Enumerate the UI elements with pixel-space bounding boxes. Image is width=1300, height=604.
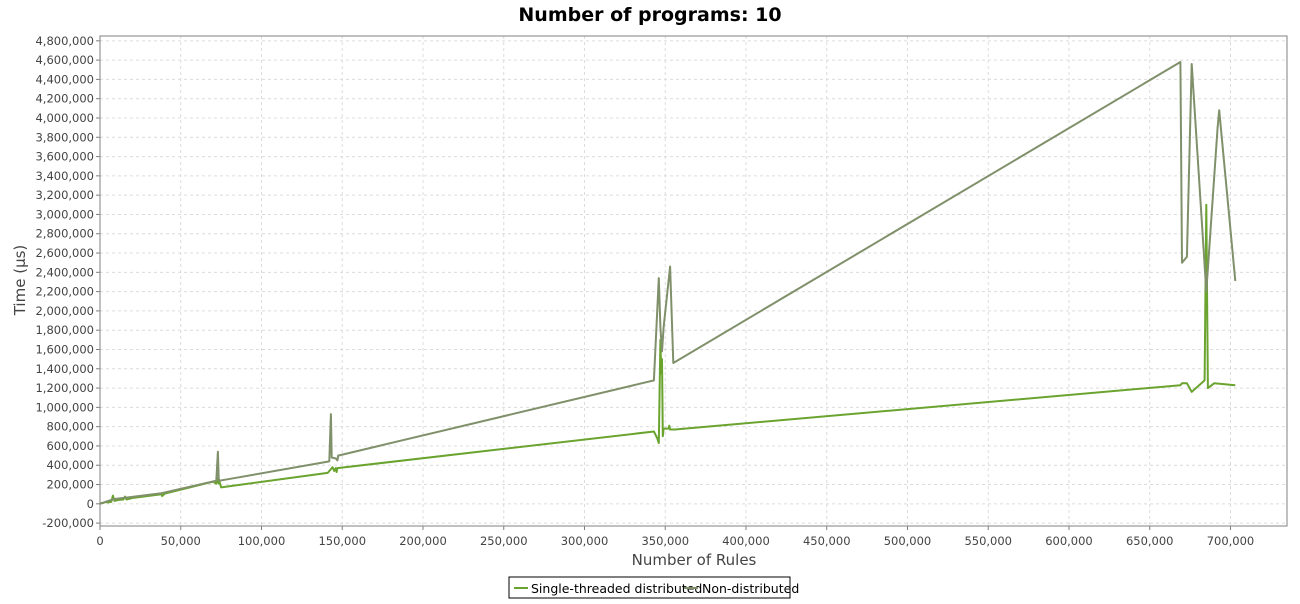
x-tick-label: 250,000 [480,534,528,548]
x-tick-label: 50,000 [161,534,201,548]
legend-box [508,576,791,599]
y-tick-label: -200,000 [42,516,94,530]
y-tick-label: 3,000,000 [35,207,94,221]
x-tick-label: 700,000 [1207,534,1255,548]
y-tick-label: 3,800,000 [35,130,94,144]
legend: Single-threaded distributed Non-distribu… [508,576,799,599]
x-tick-label: 450,000 [803,534,851,548]
y-tick-label: 4,600,000 [35,53,94,67]
x-tick-label: 550,000 [964,534,1012,548]
legend-label-non-distributed: Non-distributed [702,581,799,596]
y-tick-label: 3,400,000 [35,169,94,183]
y-tick-label: 2,000,000 [35,304,94,318]
x-tick-label: 350,000 [641,534,689,548]
y-tick-label: 3,200,000 [35,188,94,202]
x-tick-label: 300,000 [561,534,609,548]
y-tick-label: 200,000 [46,478,94,492]
y-axis: -200,000 0 200,000 400,000 600,000 800,000 1,0… [35,34,100,530]
x-tick-label: 600,000 [1045,534,1093,548]
y-tick-label: 400,000 [46,458,94,472]
y-tick-label: 3,600,000 [35,150,94,164]
y-tick-label: 2,800,000 [35,227,94,241]
legend-label-single-threaded: Single-threaded distributed [531,581,702,596]
y-tick-label: 4,800,000 [35,34,94,48]
x-tick-label: 150,000 [318,534,366,548]
y-tick-label: 1,000,000 [35,400,94,414]
y-tick-label: 4,000,000 [35,111,94,125]
x-tick-label: 200,000 [399,534,447,548]
y-axis-label: Time (µs) [11,245,29,317]
y-tick-label: 800,000 [46,420,94,434]
y-tick-label: 1,800,000 [35,323,94,337]
y-tick-label: 1,400,000 [35,362,94,376]
y-tick-label: 0 [87,497,94,511]
x-tick-label: 400,000 [722,534,770,548]
x-tick-label: 0 [96,534,103,548]
x-tick-label: 500,000 [884,534,932,548]
x-axis-label: Number of Rules [632,551,757,569]
series-line-single-threaded-distributed [99,203,1236,505]
series-line-non-distributed [99,61,1237,505]
y-tick-label: 2,600,000 [35,246,94,260]
x-axis: 0 50,000 100,000 150,000 200,000 250,000 300,0… [96,526,1254,548]
y-tick-label: 2,200,000 [35,285,94,299]
y-tick-label: 4,200,000 [35,92,94,106]
y-tick-label: 600,000 [46,439,94,453]
y-tick-label: 1,200,000 [35,381,94,395]
grid-lines [99,36,1287,526]
y-tick-label: 2,400,000 [35,265,94,279]
x-tick-label: 100,000 [238,534,286,548]
chart-title: Number of programs: 10 [518,4,781,26]
y-tick-label: 4,400,000 [35,72,94,86]
series-lines [99,61,1237,505]
x-tick-label: 650,000 [1126,534,1174,548]
plot-area [99,35,1288,527]
y-tick-label: 1,600,000 [35,342,94,356]
